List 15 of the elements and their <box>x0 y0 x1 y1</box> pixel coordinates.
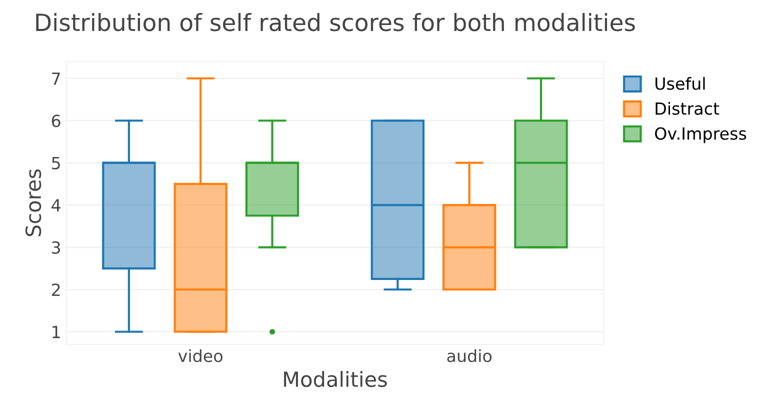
legend-label: Useful <box>656 77 705 90</box>
x-tick-label: audio <box>447 349 492 362</box>
chart-title: Distribution of self rated scores for both modalities <box>36 13 635 32</box>
x-tick-label: video <box>178 349 222 362</box>
y-tick-label: 2 <box>52 283 60 296</box>
y-tick-label: 7 <box>52 72 60 85</box>
legend-label: Distract <box>656 102 720 115</box>
x-axis-title: Modalities <box>284 370 387 388</box>
y-tick-label: 3 <box>52 241 60 254</box>
y-tick-label: 4 <box>52 199 60 212</box>
y-axis-title: Scores <box>25 169 42 236</box>
y-tick-label: 5 <box>52 157 60 170</box>
legend-label: Ov.Impress <box>655 127 746 144</box>
y-tick-label: 1 <box>52 326 60 338</box>
y-tick-label: 6 <box>52 114 60 128</box>
